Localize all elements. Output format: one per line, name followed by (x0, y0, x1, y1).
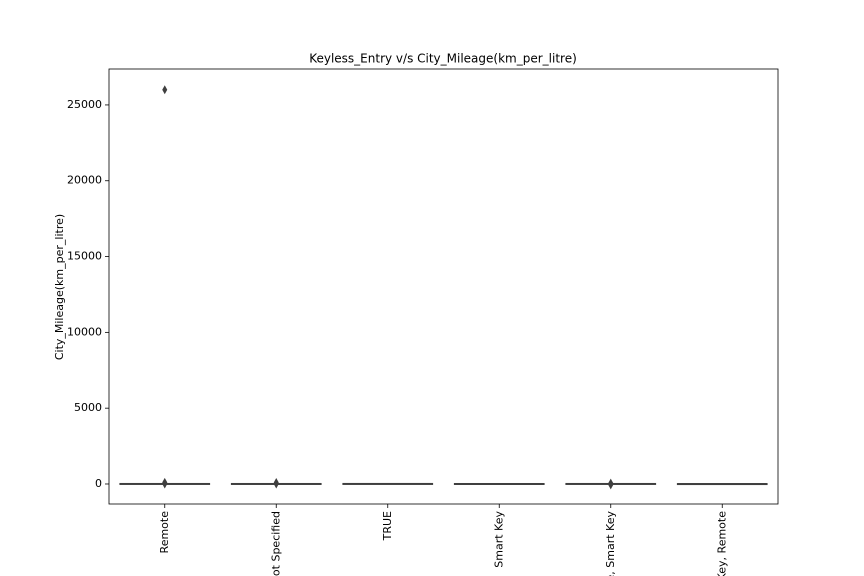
x-tick-label: Remote, Smart Key (604, 511, 617, 576)
outlier (608, 480, 614, 490)
chart-title: Keyless_Entry v/s City_Mileage(km_per_li… (309, 52, 577, 66)
x-tick-label: TRUE (381, 511, 394, 541)
x-tick-label: Smart Key (492, 511, 505, 568)
x-tick-label: Smart Key, Remote (715, 511, 728, 576)
outlier (273, 479, 279, 489)
x-tick-label: Not Specified (269, 511, 282, 576)
x-tick-label: Remote (158, 511, 171, 554)
y-tick-label: 25000 (67, 98, 102, 111)
plot-frame (108, 68, 779, 505)
outlier (162, 479, 168, 489)
y-tick-label: 0 (95, 477, 102, 490)
y-tick-label: 5000 (74, 401, 102, 414)
y-tick-label: 10000 (67, 325, 102, 338)
outlier (162, 85, 168, 95)
y-tick-label: 20000 (67, 174, 102, 187)
y-axis-label: City_Mileage(km_per_litre) (53, 214, 66, 360)
y-tick-label: 15000 (67, 250, 102, 263)
